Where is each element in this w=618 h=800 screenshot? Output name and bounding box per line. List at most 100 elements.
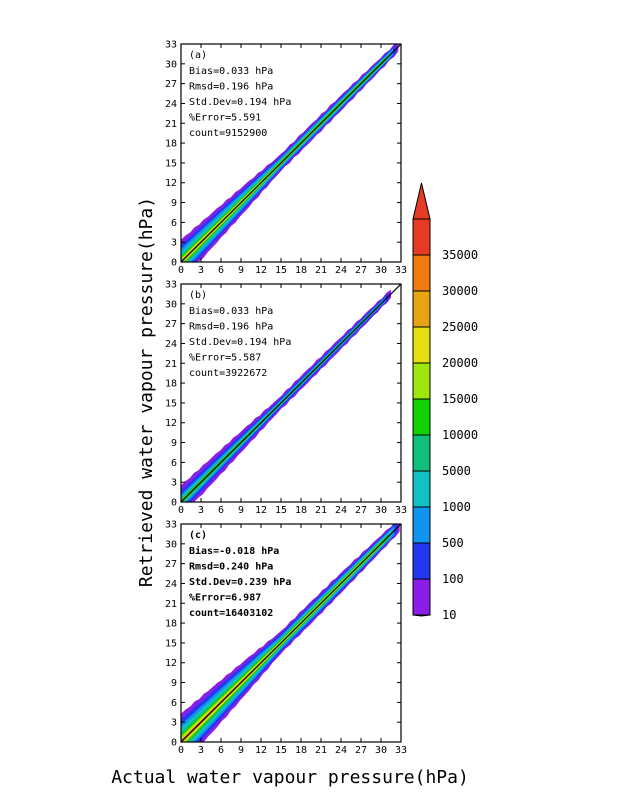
x-tick-label: 15: [275, 745, 287, 756]
y-tick-label: 33: [165, 520, 177, 531]
colorbar-segment-8: [412, 326, 431, 364]
y-tick-label: 24: [165, 339, 177, 350]
x-tick-label: 15: [275, 265, 287, 276]
x-tick-label: 30: [375, 505, 387, 516]
stat-line: Bias=-0.018 hPa: [189, 545, 279, 557]
colorbar-bottom-arrow: [412, 614, 431, 617]
x-tick-label: 21: [315, 745, 327, 756]
y-tick-label: 3: [171, 478, 177, 489]
colorbar-segment-4: [412, 470, 431, 508]
y-tick-label: 27: [165, 319, 177, 330]
plot-frame: [180, 43, 402, 263]
y-tick-label: 27: [165, 559, 177, 570]
stat-line: Std.Dev=0.194 hPa: [189, 337, 291, 348]
stat-line: %Error=5.591: [189, 113, 261, 124]
panel-label: (b): [189, 290, 207, 301]
y-tick-label: 6: [171, 218, 177, 229]
colorbar-label: 5000: [442, 464, 471, 478]
plot-frame: [180, 523, 402, 743]
y-tick-label: 21: [165, 119, 177, 130]
panel-c: 0033669912121515181821212424272730303333…: [165, 520, 407, 757]
x-tick-label: 21: [315, 505, 327, 516]
x-tick-label: 27: [355, 265, 367, 276]
y-tick-label: 18: [165, 619, 177, 630]
y-tick-label: 15: [165, 158, 177, 169]
y-axis-title: Retrieved water vapour pressure(hPa): [136, 197, 157, 587]
x-tick-label: 3: [198, 505, 204, 516]
y-tick-label: 18: [165, 139, 177, 150]
colorbar-label: 15000: [442, 392, 478, 406]
stat-line: Rmsd=0.240 hPa: [189, 562, 273, 573]
colorbar-segment-9: [412, 290, 431, 328]
x-tick-label: 18: [295, 745, 307, 756]
x-tick-label: 6: [218, 505, 224, 516]
panel-label: (c): [189, 530, 207, 541]
colorbar-segment-5: [412, 434, 431, 472]
y-tick-label: 30: [165, 59, 177, 70]
x-tick-label: 30: [375, 745, 387, 756]
stat-line: Std.Dev=0.239 hPa: [189, 577, 291, 588]
stat-line: %Error=6.987: [189, 593, 261, 604]
colorbar-segment-6: [412, 398, 431, 436]
y-tick-label: 9: [171, 198, 177, 209]
stat-line: Rmsd=0.196 hPa: [189, 82, 273, 93]
x-tick-label: 15: [275, 505, 287, 516]
y-tick-label: 33: [165, 40, 177, 51]
y-tick-label: 24: [165, 99, 177, 110]
colorbar-segment-1: [412, 578, 431, 616]
x-tick-label: 0: [178, 265, 184, 276]
colorbar-label: 20000: [442, 356, 478, 370]
y-tick-label: 6: [171, 458, 177, 469]
y-tick-label: 0: [171, 258, 177, 269]
y-tick-label: 30: [165, 299, 177, 310]
y-tick-label: 33: [165, 280, 177, 291]
one-to-one-line: [181, 44, 401, 262]
one-to-one-line: [181, 284, 401, 502]
colorbar-label: 10000: [442, 428, 478, 442]
stat-line: Std.Dev=0.194 hPa: [189, 97, 291, 108]
y-tick-label: 30: [165, 539, 177, 550]
x-tick-label: 27: [355, 745, 367, 756]
x-tick-label: 3: [198, 265, 204, 276]
y-tick-label: 15: [165, 638, 177, 649]
plot-frame: [180, 283, 402, 503]
panel-a: 0033669912121515181821212424272730303333…: [165, 40, 407, 277]
x-tick-label: 0: [178, 745, 184, 756]
y-tick-label: 15: [165, 398, 177, 409]
y-tick-label: 9: [171, 678, 177, 689]
y-tick-label: 9: [171, 438, 177, 449]
colorbar-segment-7: [412, 362, 431, 400]
x-tick-label: 24: [335, 745, 347, 756]
colorbar-label: 100: [442, 572, 464, 586]
y-tick-label: 12: [165, 658, 177, 669]
panel-b: 0033669912121515181821212424272730303333…: [165, 280, 407, 517]
x-tick-label: 0: [178, 505, 184, 516]
y-tick-label: 27: [165, 79, 177, 90]
x-tick-label: 9: [238, 265, 244, 276]
panels: 0033669912121515181821212424272730303333…: [165, 40, 407, 757]
stat-line: count=9152900: [189, 128, 267, 139]
colorbar-segment-2: [412, 542, 431, 580]
y-tick-label: 18: [165, 379, 177, 390]
x-tick-label: 6: [218, 265, 224, 276]
one-to-one-line: [181, 524, 401, 742]
stat-line: Rmsd=0.196 hPa: [189, 322, 273, 333]
y-tick-label: 12: [165, 418, 177, 429]
colorbar-top-arrow: [412, 182, 431, 220]
colorbar: 10 100 500 1000 5000 10000 15000 20000 25000 3000…: [412, 182, 478, 622]
x-tick-label: 3: [198, 745, 204, 756]
x-tick-label: 24: [335, 505, 347, 516]
x-tick-label: 30: [375, 265, 387, 276]
x-tick-label: 18: [295, 505, 307, 516]
x-tick-label: 33: [395, 265, 407, 276]
panel-label: (a): [189, 50, 207, 61]
x-tick-label: 33: [395, 745, 407, 756]
x-tick-label: 9: [238, 505, 244, 516]
y-tick-label: 3: [171, 718, 177, 729]
x-tick-label: 27: [355, 505, 367, 516]
stat-line: Bias=0.033 hPa: [189, 66, 273, 77]
colorbar-label: 25000: [442, 320, 478, 334]
stat-line: Bias=0.033 hPa: [189, 306, 273, 317]
x-axis-title: Actual water vapour pressure(hPa): [111, 767, 469, 788]
